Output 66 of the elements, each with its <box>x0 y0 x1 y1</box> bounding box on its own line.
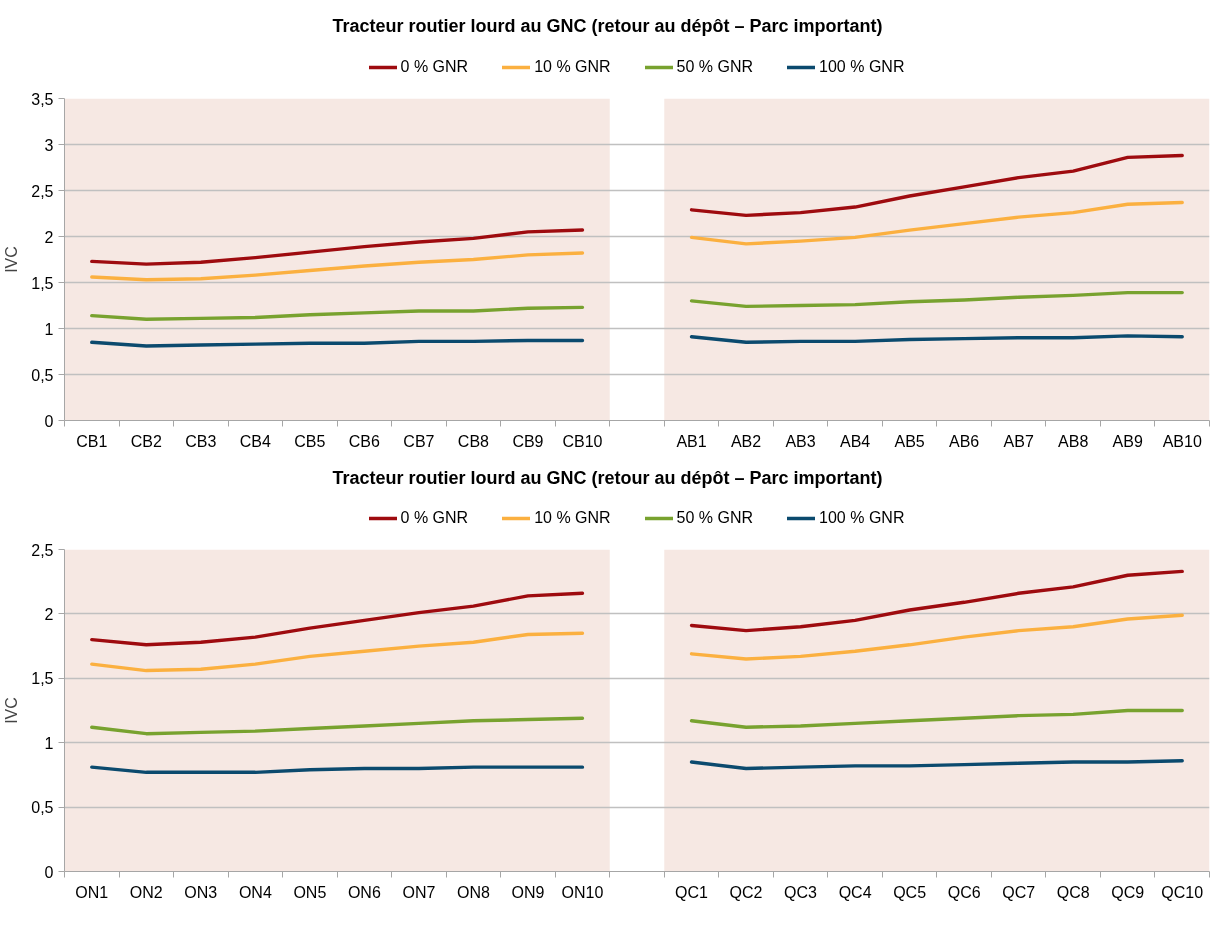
y-tick-label: 3 <box>44 136 54 154</box>
x-tick-label: QC3 <box>784 883 818 901</box>
y-axis-title: IVC <box>3 245 21 273</box>
x-tick-label: CB10 <box>562 432 603 450</box>
x-tick-label: AB7 <box>1003 432 1034 450</box>
legend-label: 100 % GNR <box>819 57 905 76</box>
legend-label: 0 % GNR <box>400 509 469 528</box>
x-tick-label: CB8 <box>457 432 490 450</box>
y-axis-title: IVC <box>3 697 21 725</box>
x-tick-label: QC10 <box>1161 883 1204 901</box>
y-tick-label: 0,5 <box>31 799 54 817</box>
legend-label: 100 % GNR <box>819 509 905 528</box>
x-tick-label: QC9 <box>1111 883 1145 901</box>
x-tick-label: AB10 <box>1162 432 1202 450</box>
y-tick-label: 3,5 <box>31 90 54 108</box>
x-tick-label: AB2 <box>730 432 762 450</box>
x-tick-label: CB2 <box>130 432 162 450</box>
x-tick-label: ON10 <box>561 883 604 901</box>
legend-label: 10 % GNR <box>534 57 611 76</box>
x-tick-label: ON1 <box>75 883 109 901</box>
x-tick-label: QC5 <box>893 883 927 901</box>
y-tick-label: 1 <box>44 735 54 753</box>
y-tick-label: 1,5 <box>31 670 54 688</box>
chart-title: Tracteur routier lourd au GNC (retour au dépôt – Parc important) <box>332 466 883 490</box>
x-tick-label: AB1 <box>676 432 707 450</box>
y-tick-label: 0 <box>44 863 54 881</box>
x-tick-label: CB5 <box>294 432 326 450</box>
x-tick-label: ON8 <box>456 883 490 901</box>
x-tick-label: CB6 <box>348 432 381 450</box>
y-tick-label: 1 <box>44 320 54 338</box>
x-tick-label: QC4 <box>838 883 872 901</box>
x-tick-label: ON2 <box>129 883 163 901</box>
x-tick-label: CB4 <box>239 432 271 450</box>
x-tick-label: CB1 <box>76 432 108 450</box>
x-tick-label: AB3 <box>785 432 816 450</box>
y-tick-label: 0,5 <box>31 366 54 384</box>
x-tick-label: ON5 <box>293 883 327 901</box>
x-tick-label: QC1 <box>675 883 709 901</box>
x-tick-label: QC6 <box>947 883 981 901</box>
x-tick-label: CB3 <box>185 432 217 450</box>
y-tick-label: 2 <box>44 228 54 246</box>
x-tick-label: AB5 <box>894 432 925 450</box>
legend-label: 50 % GNR <box>676 57 754 76</box>
x-tick-label: AB8 <box>1058 432 1089 450</box>
y-tick-label: 2 <box>44 606 54 624</box>
x-tick-label: QC2 <box>729 883 763 901</box>
x-tick-label: AB9 <box>1112 432 1143 450</box>
y-tick-label: 2,5 <box>31 182 54 200</box>
x-tick-label: QC8 <box>1056 883 1090 901</box>
legend-label: 10 % GNR <box>534 509 611 528</box>
x-tick-label: AB4 <box>839 432 871 450</box>
x-tick-label: ON7 <box>402 883 436 901</box>
x-tick-label: ON3 <box>184 883 218 901</box>
x-tick-label: CB7 <box>403 432 435 450</box>
legend-label: 0 % GNR <box>400 57 469 76</box>
x-tick-label: CB9 <box>512 432 544 450</box>
chart-title: Tracteur routier lourd au GNC (retour au dépôt – Parc important) <box>332 15 883 38</box>
x-tick-label: ON9 <box>511 883 545 901</box>
x-tick-label: ON6 <box>347 883 381 901</box>
x-tick-label: ON4 <box>238 883 272 901</box>
y-tick-label: 1,5 <box>31 274 54 292</box>
x-tick-label: QC7 <box>1002 883 1036 901</box>
y-tick-label: 2,5 <box>31 541 54 559</box>
y-tick-label: 0 <box>44 412 54 430</box>
x-tick-label: AB6 <box>949 432 980 450</box>
legend-label: 50 % GNR <box>676 509 754 528</box>
